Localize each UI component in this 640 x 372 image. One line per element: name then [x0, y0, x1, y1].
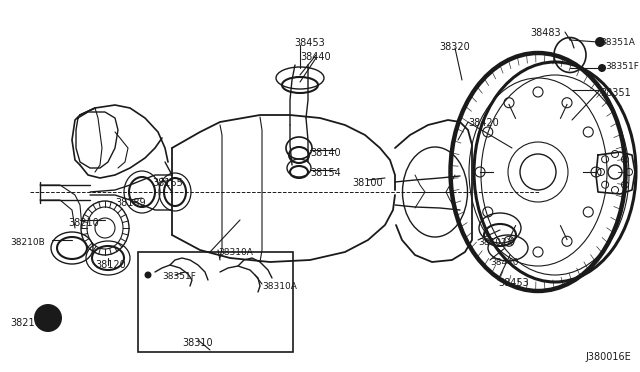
- Circle shape: [595, 37, 605, 47]
- Text: 38351F: 38351F: [605, 62, 639, 71]
- Text: 38483: 38483: [530, 28, 561, 38]
- Circle shape: [145, 272, 152, 279]
- Text: 38210A: 38210A: [10, 318, 47, 328]
- Text: 38189: 38189: [115, 198, 146, 208]
- Text: 38420: 38420: [468, 118, 499, 128]
- Circle shape: [598, 64, 606, 72]
- Text: J380016E: J380016E: [585, 352, 631, 362]
- Text: 38351A: 38351A: [600, 38, 635, 47]
- Text: 38140: 38140: [310, 148, 340, 158]
- Text: 38154: 38154: [310, 168, 340, 178]
- Text: 38440: 38440: [490, 258, 518, 267]
- Text: 38453: 38453: [498, 278, 529, 288]
- Text: 38165: 38165: [152, 178, 183, 188]
- Text: 38310A: 38310A: [218, 248, 253, 257]
- Text: 38453: 38453: [294, 38, 325, 48]
- Text: 38351F: 38351F: [162, 272, 196, 281]
- Text: 38210B: 38210B: [10, 238, 45, 247]
- Text: 38120: 38120: [95, 260, 125, 270]
- Text: 38100: 38100: [353, 178, 383, 188]
- Text: 38310: 38310: [182, 338, 213, 348]
- Text: 38210: 38210: [68, 218, 99, 228]
- Text: 38320: 38320: [440, 42, 470, 52]
- Circle shape: [34, 304, 62, 332]
- Text: 38351: 38351: [600, 88, 631, 98]
- Text: 38440: 38440: [301, 52, 332, 62]
- Text: 38310A: 38310A: [262, 282, 297, 291]
- Bar: [138, 252, 293, 352]
- Text: 38102X: 38102X: [478, 238, 513, 247]
